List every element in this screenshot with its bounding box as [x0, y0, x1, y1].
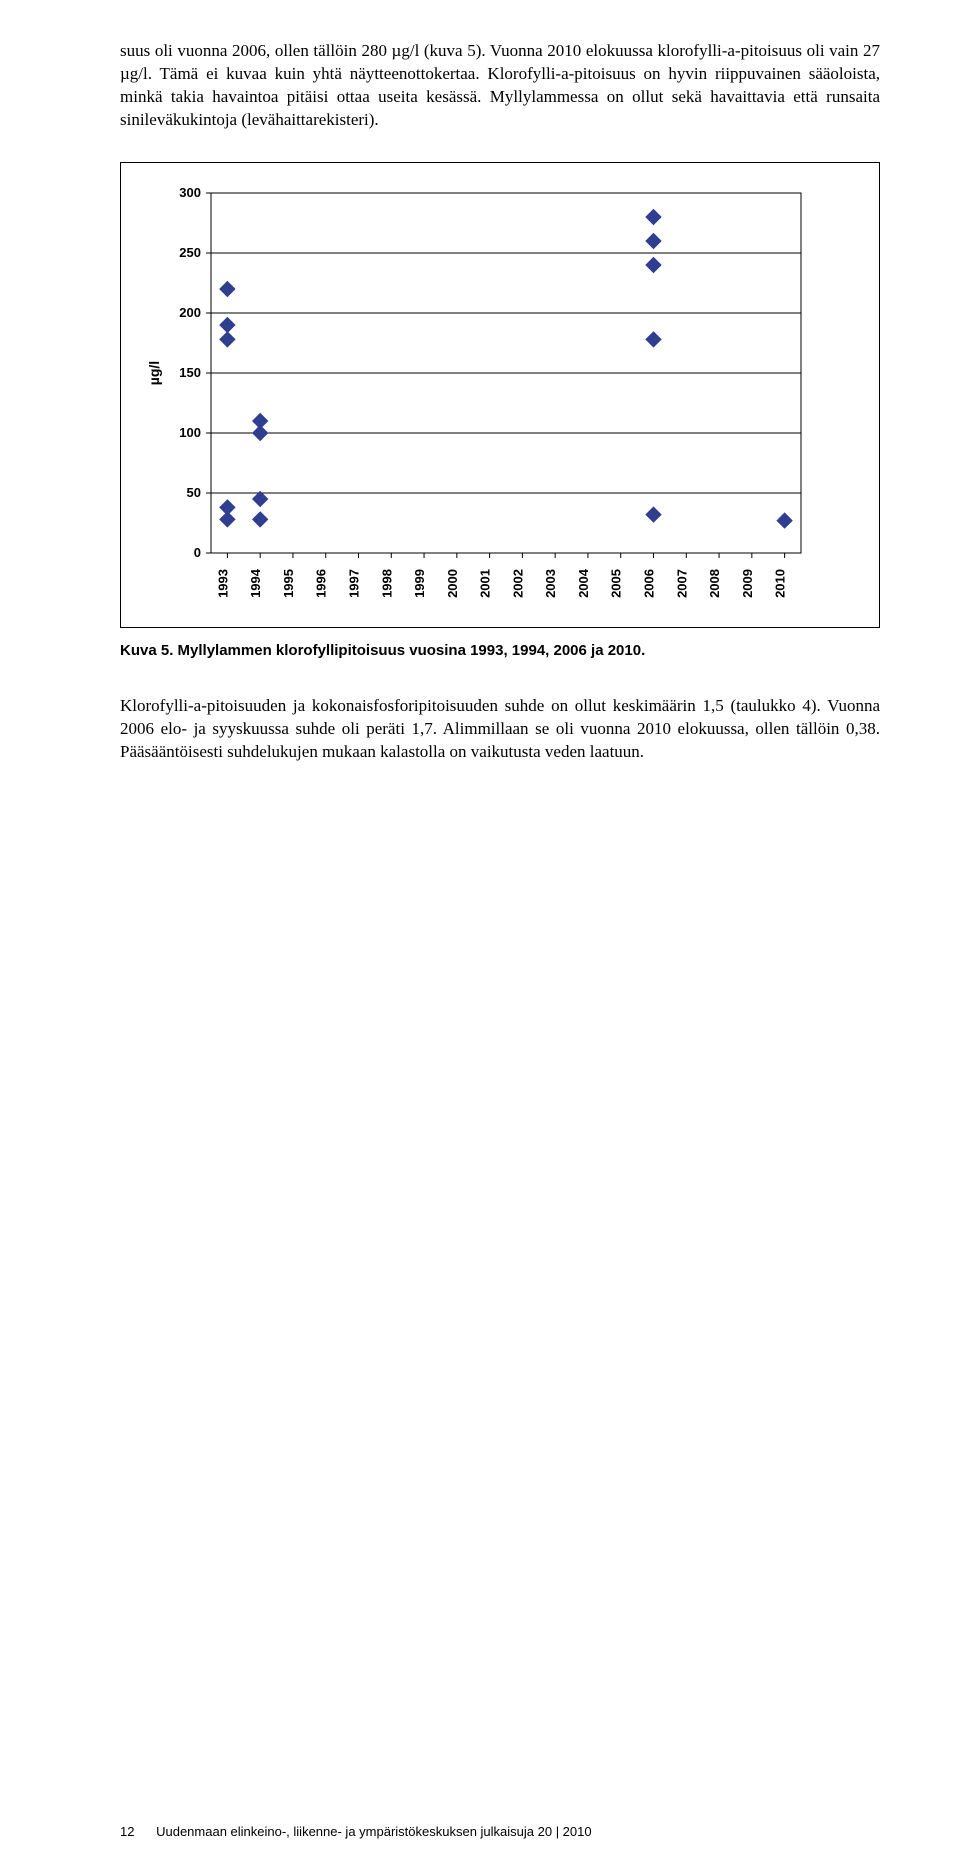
paragraph-2: Klorofylli-a-pitoisuuden ja kokonaisfosf… [120, 695, 880, 764]
svg-text:150: 150 [179, 365, 201, 380]
svg-text:2010: 2010 [773, 569, 788, 598]
svg-text:300: 300 [179, 185, 201, 200]
paragraph-1: suus oli vuonna 2006, ollen tällöin 280 … [120, 40, 880, 132]
svg-text:2000: 2000 [445, 569, 460, 598]
svg-text:250: 250 [179, 245, 201, 260]
svg-text:2004: 2004 [576, 568, 591, 598]
svg-text:100: 100 [179, 425, 201, 440]
svg-text:200: 200 [179, 305, 201, 320]
svg-text:1993: 1993 [215, 569, 230, 598]
svg-text:1994: 1994 [248, 568, 263, 598]
svg-text:1999: 1999 [412, 569, 427, 598]
svg-text:2006: 2006 [642, 569, 657, 598]
svg-text:1996: 1996 [314, 569, 329, 598]
svg-text:2009: 2009 [740, 569, 755, 598]
svg-text:2007: 2007 [674, 569, 689, 598]
footer-text: Uudenmaan elinkeino-, liikenne- ja ympär… [156, 1824, 592, 1839]
svg-text:2003: 2003 [543, 569, 558, 598]
scatter-chart: 0 50 100 150 200 250 300 1993 1994 1995 1996 1997 19… [141, 183, 821, 613]
svg-text:2002: 2002 [510, 569, 525, 598]
chart-container: 0 50 100 150 200 250 300 1993 1994 1995 1996 1997 19… [120, 162, 880, 628]
svg-text:0: 0 [194, 545, 201, 560]
figure-caption: Kuva 5. Myllylammen klorofyllipitoisuus … [120, 642, 880, 659]
svg-text:µg/l: µg/l [146, 361, 162, 385]
svg-text:1997: 1997 [347, 569, 362, 598]
page-footer: 12 Uudenmaan elinkeino-, liikenne- ja ym… [120, 1824, 592, 1839]
page-number: 12 [120, 1824, 134, 1839]
svg-text:1998: 1998 [379, 569, 394, 598]
page: suus oli vuonna 2006, ollen tällöin 280 … [0, 0, 960, 1875]
svg-text:50: 50 [187, 485, 201, 500]
svg-text:1995: 1995 [281, 569, 296, 598]
svg-text:2001: 2001 [478, 569, 493, 598]
svg-text:2005: 2005 [609, 569, 624, 598]
svg-text:2008: 2008 [707, 569, 722, 598]
